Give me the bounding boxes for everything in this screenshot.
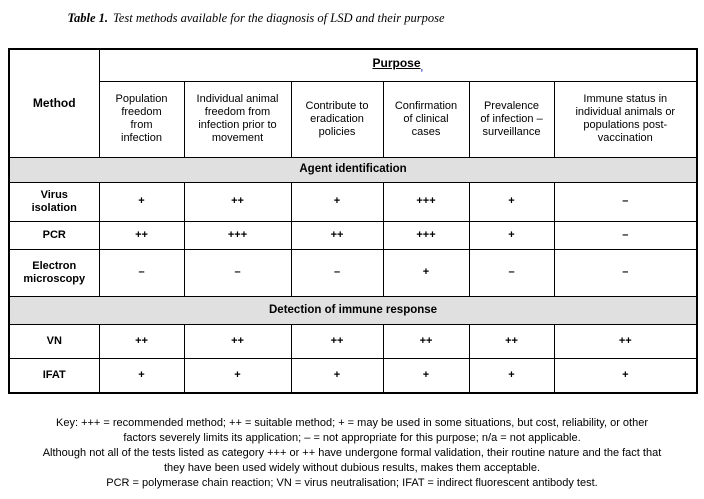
table-row-vn: VN ++ ++ ++ ++ ++ ++ — [8, 323, 698, 359]
value-cell: + — [98, 357, 185, 394]
value-cell: ++ — [183, 181, 292, 222]
method-header-cell: Method — [8, 48, 100, 158]
footnote-key: Key: +++ = recommended method; ++ = suit… — [56, 417, 648, 444]
table-row-ifat: IFAT + + + + + + — [8, 357, 698, 394]
section-header-agent-identification: Agent identification — [8, 156, 698, 183]
column-header-immune-status: Immune status in individual animals or p… — [553, 80, 698, 158]
column-header-confirmation: Confirmation of clinical cases — [382, 80, 470, 158]
value-cell: + — [98, 181, 185, 222]
annotation-mark-icon: , — [420, 61, 424, 72]
value-cell: +++ — [382, 220, 470, 250]
purpose-label: Purpose — [372, 55, 421, 70]
column-header-population-freedom: Population freedom from infection — [98, 80, 185, 158]
row-label-ifat: IFAT — [8, 357, 100, 394]
footnote-abbreviations: PCR = polymerase chain reaction; VN = vi… — [106, 477, 598, 489]
value-cell: + — [468, 220, 555, 250]
value-cell: ++ — [468, 323, 555, 359]
table-row-electron-microscopy: Electron microscopy – – – + – – — [8, 248, 698, 297]
value-cell: + — [290, 357, 384, 394]
value-cell: ++ — [183, 323, 292, 359]
value-cell: + — [382, 248, 470, 297]
column-header-individual-freedom: Individual animal freedom from infection… — [183, 80, 292, 158]
value-cell: + — [553, 357, 698, 394]
value-cell: – — [553, 220, 698, 250]
value-cell: – — [290, 248, 384, 297]
value-cell: – — [98, 248, 185, 297]
value-cell: ++ — [290, 220, 384, 250]
value-cell: – — [553, 181, 698, 222]
value-cell: + — [382, 357, 470, 394]
column-header-row: Population freedom from infection Indivi… — [9, 80, 698, 158]
value-cell: + — [183, 357, 292, 394]
value-cell: ++ — [382, 323, 470, 359]
purpose-header-row: Method Purpose, — [8, 48, 698, 158]
value-cell: – — [553, 248, 698, 297]
footnote-validation-note: Although not all of the tests listed as … — [42, 447, 662, 474]
table-caption: Table 1. Test methods available for the d… — [0, 11, 512, 26]
table-caption-text: Test methods available for the diagnosis… — [113, 11, 445, 25]
value-cell: ++ — [98, 220, 185, 250]
row-label-electron-microscopy: Electron microscopy — [8, 248, 100, 297]
column-header-eradication: Contribute to eradication policies — [290, 80, 384, 158]
value-cell: – — [468, 248, 555, 297]
value-cell: +++ — [183, 220, 292, 250]
row-label-vn: VN — [8, 323, 100, 359]
section-row: Detection of immune response — [8, 295, 698, 325]
table-row-virus-isolation: Virus isolation + ++ + +++ + – — [8, 181, 698, 222]
section-row: Agent identification — [8, 156, 698, 183]
row-label-pcr: PCR — [8, 220, 100, 250]
table-footnotes: Key: +++ = recommended method; ++ = suit… — [0, 416, 704, 491]
purpose-header-cell: Purpose, — [98, 48, 698, 82]
value-cell: – — [183, 248, 292, 297]
test-methods-table: Method Purpose, Population freedom from … — [8, 48, 699, 394]
value-cell: + — [290, 181, 384, 222]
value-cell: ++ — [290, 323, 384, 359]
value-cell: + — [468, 357, 555, 394]
value-cell: ++ — [98, 323, 185, 359]
value-cell: + — [468, 181, 555, 222]
table-caption-label: Table 1. — [67, 11, 108, 25]
table-row-pcr: PCR ++ +++ ++ +++ + – — [8, 220, 698, 250]
column-header-prevalence: Prevalence of infection – surveillance — [468, 80, 555, 158]
value-cell: +++ — [382, 181, 470, 222]
value-cell: ++ — [553, 323, 698, 359]
row-label-virus-isolation: Virus isolation — [8, 181, 100, 222]
section-header-detection-immune-response: Detection of immune response — [8, 295, 698, 325]
